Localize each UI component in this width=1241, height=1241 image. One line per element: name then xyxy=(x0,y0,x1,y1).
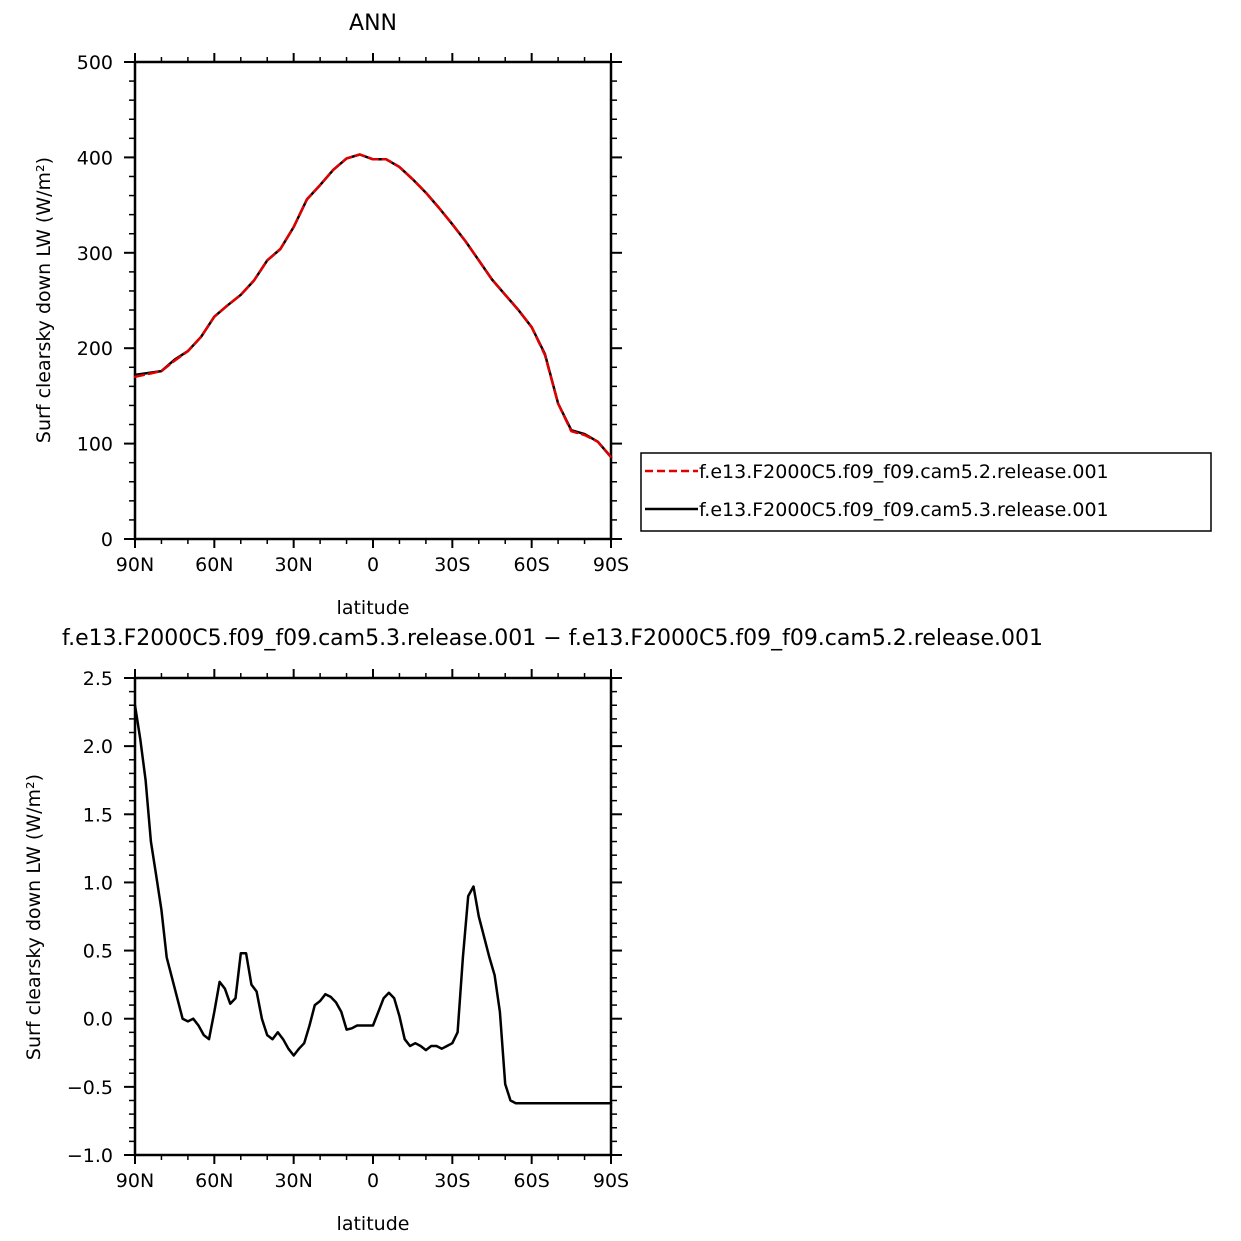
bottom-plot-frame xyxy=(133,676,613,1157)
y-tick-label: −0.5 xyxy=(67,1077,113,1099)
top-axis-tick-labels: 90N 60N 30N 0 30S 60S 90S 0 100 200 300 400 500 xyxy=(77,52,629,576)
y-tick-label: 200 xyxy=(77,338,113,360)
y-tick-label: 0 xyxy=(101,529,113,551)
y-tick-label: 1.5 xyxy=(83,804,113,826)
y-tick-label: 0.5 xyxy=(83,941,113,963)
x-tick-label: 0 xyxy=(367,554,379,576)
legend: f.e13.F2000C5.f09_f09.cam5.2.release.001… xyxy=(640,452,1212,532)
top-series-line-2 xyxy=(133,153,613,459)
top-plot-title: ANN xyxy=(349,11,397,36)
top-x-axis-title: latitude xyxy=(337,597,410,619)
y-tick-label: 500 xyxy=(77,52,113,74)
bottom-panel: f.e13.F2000C5.f09_f09.cam5.3.release.001… xyxy=(23,626,1043,1235)
y-tick-label: 1.0 xyxy=(83,872,113,894)
y-tick-label: 100 xyxy=(77,434,113,456)
top-y-axis-title: Surf clearsky down LW (W/m²) xyxy=(33,157,55,443)
bottom-x-axis-title: latitude xyxy=(337,1213,410,1235)
bottom-axis-ticks xyxy=(124,669,622,1164)
x-tick-label: 90S xyxy=(593,1170,629,1192)
top-plot-frame xyxy=(133,60,613,541)
x-tick-label: 30N xyxy=(274,554,312,576)
legend-label-series-1: f.e13.F2000C5.f09_f09.cam5.2.release.001 xyxy=(699,461,1109,483)
top-series-line-1 xyxy=(133,153,613,459)
x-tick-label: 30S xyxy=(434,1170,470,1192)
legend-label-series-2: f.e13.F2000C5.f09_f09.cam5.3.release.001 xyxy=(699,499,1109,521)
top-series-lines xyxy=(133,153,613,459)
x-tick-label: 90S xyxy=(593,554,629,576)
y-tick-label: 300 xyxy=(77,243,113,265)
x-tick-label: 90N xyxy=(116,554,154,576)
top-panel: ANN 90N 60N 30N 0 30S 60S 90S0100200300400500 … xyxy=(33,11,629,619)
x-tick-label: 60S xyxy=(514,1170,550,1192)
x-tick-label: 0 xyxy=(367,1170,379,1192)
y-tick-label: 2.0 xyxy=(83,736,113,758)
x-tick-label: 60N xyxy=(195,554,233,576)
bottom-axis-tick-labels: 90N 60N 30N 0 30S 60S 90S −1.0 −0.5 0.0 0.5 1.0 1.5 2… xyxy=(67,668,629,1192)
y-tick-label: −1.0 xyxy=(67,1145,113,1167)
x-tick-label: 60N xyxy=(195,1170,233,1192)
bottom-y-axis-title: Surf clearsky down LW (W/m²) xyxy=(23,774,45,1060)
bottom-series-line-1 xyxy=(133,704,613,1105)
x-tick-label: 30S xyxy=(434,554,470,576)
top-axis-ticks xyxy=(124,53,622,548)
bottom-plot-title: f.e13.F2000C5.f09_f09.cam5.3.release.001… xyxy=(62,626,1043,651)
legend-box xyxy=(640,452,1212,532)
x-tick-label: 90N xyxy=(116,1170,154,1192)
y-tick-label: 400 xyxy=(77,147,113,169)
y-tick-label: 2.5 xyxy=(83,668,113,690)
y-tick-label: 0.0 xyxy=(83,1009,113,1031)
bottom-series-lines xyxy=(133,704,613,1105)
x-tick-label: 30N xyxy=(274,1170,312,1192)
x-tick-label: 60S xyxy=(514,554,550,576)
